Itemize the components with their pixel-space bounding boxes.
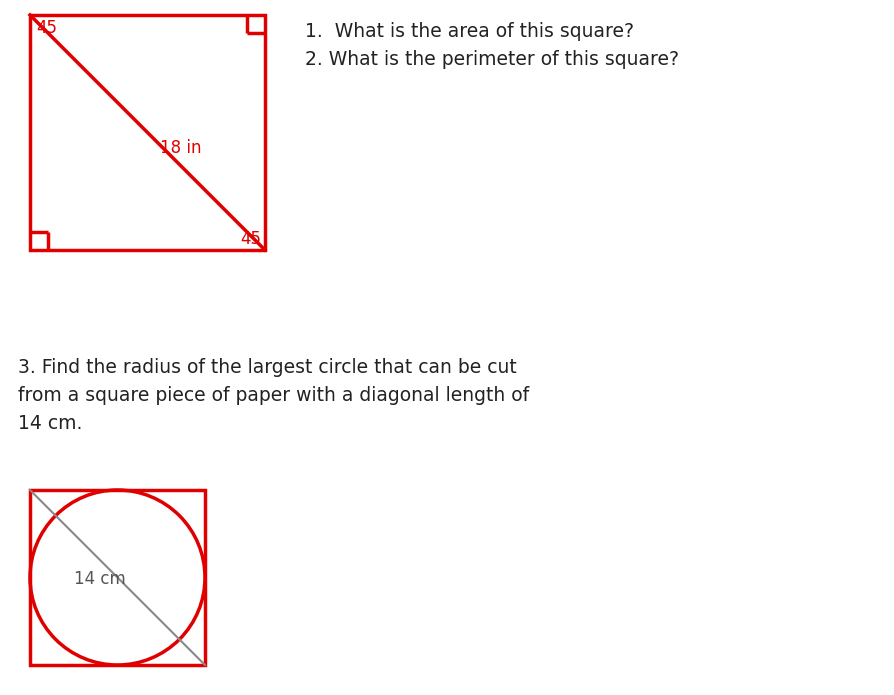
Text: 14 cm: 14 cm [73, 571, 125, 589]
Text: 45: 45 [36, 19, 57, 37]
Text: from a square piece of paper with a diagonal length of: from a square piece of paper with a diag… [18, 386, 529, 405]
Bar [30, 490, 205, 665]
Text: 1.  What is the area of this square?: 1. What is the area of this square? [305, 22, 634, 41]
Text: 45: 45 [240, 230, 261, 248]
Text: 2. What is the perimeter of this square?: 2. What is the perimeter of this square? [305, 50, 679, 69]
Bar [30, 15, 265, 250]
Text: 18 in: 18 in [160, 139, 202, 157]
Text: 3. Find the radius of the largest circle that can be cut: 3. Find the radius of the largest circle… [18, 358, 517, 377]
Text: 14 cm.: 14 cm. [18, 414, 82, 433]
